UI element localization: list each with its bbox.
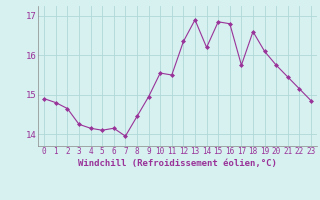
X-axis label: Windchill (Refroidissement éolien,°C): Windchill (Refroidissement éolien,°C): [78, 159, 277, 168]
